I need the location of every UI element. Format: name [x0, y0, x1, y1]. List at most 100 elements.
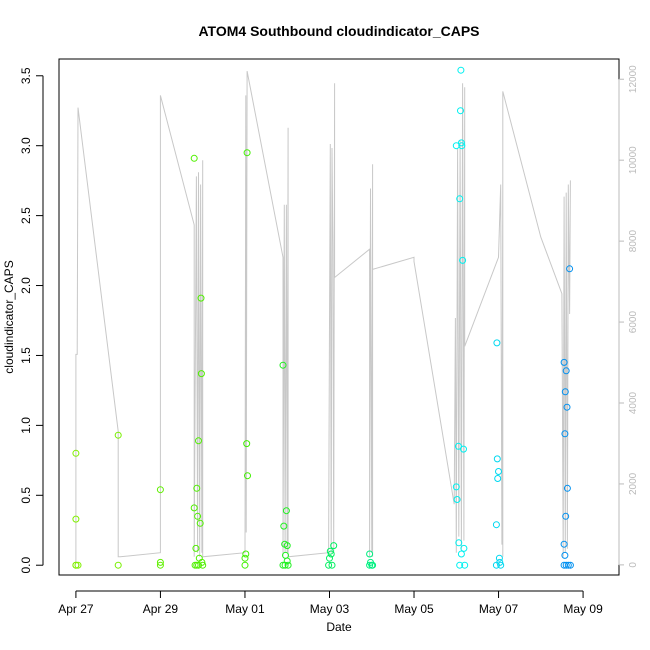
data-point	[561, 430, 569, 438]
secondary-y-tick-label: 12000	[628, 65, 639, 93]
data-point	[330, 542, 338, 550]
y-axis: 0.0 0.5 1.0 1.5 2.0 2.5 3.0 3.5	[19, 67, 44, 574]
data-point	[457, 550, 465, 558]
data-point	[369, 561, 377, 569]
chart-title: ATOM4 Southbound cloudindicator_CAPS	[198, 23, 479, 39]
data-point	[243, 440, 251, 448]
x-axis-label: Date	[326, 620, 352, 634]
data-point	[72, 561, 80, 569]
data-point	[452, 483, 460, 491]
y-axis-label: cloudindicator_CAPS	[2, 260, 16, 373]
secondary-y-tick-label: 0	[628, 562, 639, 568]
data-point	[241, 561, 249, 569]
x-tick-label: May 03	[310, 602, 350, 616]
data-point	[561, 551, 569, 559]
x-tick-label: May 01	[225, 602, 265, 616]
data-point	[192, 544, 200, 552]
data-point	[457, 107, 464, 115]
data-point	[284, 561, 292, 569]
data-point	[156, 486, 164, 494]
data-point	[196, 519, 204, 527]
y-tick-label: 3.5	[19, 67, 33, 84]
y-tick-label: 2.0	[19, 277, 33, 294]
data-point	[283, 542, 291, 550]
data-point	[156, 558, 164, 566]
y-tick-label: 1.0	[19, 417, 33, 434]
data-point	[453, 496, 461, 503]
data-point	[560, 358, 568, 366]
data-point	[461, 561, 469, 569]
data-point	[241, 554, 249, 562]
data-point	[366, 561, 374, 569]
data-point	[327, 550, 335, 558]
data-point	[562, 561, 570, 569]
data-point	[495, 554, 503, 562]
data-point	[197, 370, 205, 378]
data-point	[460, 544, 468, 552]
data-point	[190, 504, 198, 512]
data-point	[560, 540, 568, 548]
secondary-y-tick-label: 8000	[628, 230, 639, 253]
data-point	[283, 557, 291, 565]
secondary-series-line	[75, 71, 571, 563]
data-point	[325, 561, 333, 569]
y-tick-label: 0.0	[19, 557, 33, 574]
data-point	[366, 550, 374, 558]
data-point	[458, 142, 466, 150]
y-tick-label: 1.5	[19, 347, 33, 364]
data-point	[72, 449, 80, 457]
secondary-line-series	[75, 71, 571, 563]
data-point	[495, 468, 502, 475]
x-axis: Apr 27 Apr 29 May 01 May 03 May 05 May 07 May …	[58, 590, 603, 616]
data-point	[242, 550, 250, 558]
data-point	[72, 515, 80, 523]
plot-frame	[58, 58, 620, 576]
secondary-y-tick-label: 4000	[628, 391, 639, 414]
data-point	[197, 294, 205, 302]
data-point	[190, 154, 198, 162]
data-point	[494, 475, 502, 482]
y-tick-label: 2.5	[19, 207, 33, 224]
data-point	[455, 539, 463, 547]
data-point	[563, 484, 571, 492]
data-point	[195, 437, 202, 445]
data-point	[460, 445, 467, 453]
data-point	[193, 484, 201, 492]
data-point	[281, 561, 289, 569]
data-point	[457, 66, 465, 74]
data-point	[459, 256, 467, 264]
data-point	[497, 561, 505, 569]
data-point	[279, 361, 287, 369]
data-point	[244, 472, 251, 480]
secondary-y-tick-label: 2000	[628, 472, 639, 495]
data-point	[282, 507, 290, 515]
data-point	[114, 561, 122, 569]
point-series	[72, 66, 574, 569]
x-tick-label: Apr 29	[143, 602, 179, 616]
data-point	[456, 561, 464, 569]
x-tick-label: May 07	[479, 602, 519, 616]
data-point	[326, 554, 333, 562]
data-point	[563, 403, 571, 411]
data-point	[243, 149, 251, 157]
data-point	[456, 195, 464, 203]
secondary-y-tick-label: 6000	[628, 311, 639, 334]
data-point	[457, 139, 465, 147]
data-point	[492, 521, 500, 529]
data-point	[564, 561, 572, 569]
x-tick-label: Apr 27	[58, 602, 94, 616]
x-tick-label: May 09	[563, 602, 603, 616]
data-point	[561, 388, 569, 396]
data-point	[493, 455, 501, 463]
secondary-y-tick-label: 10000	[628, 146, 639, 174]
data-point	[195, 561, 202, 569]
data-point	[156, 561, 164, 569]
data-point	[493, 339, 501, 347]
x-tick-label: May 05	[394, 602, 434, 616]
data-point	[74, 561, 82, 569]
y-tick-label: 0.5	[19, 487, 33, 504]
data-point	[566, 265, 574, 273]
data-point	[279, 561, 287, 569]
data-point	[562, 512, 570, 520]
